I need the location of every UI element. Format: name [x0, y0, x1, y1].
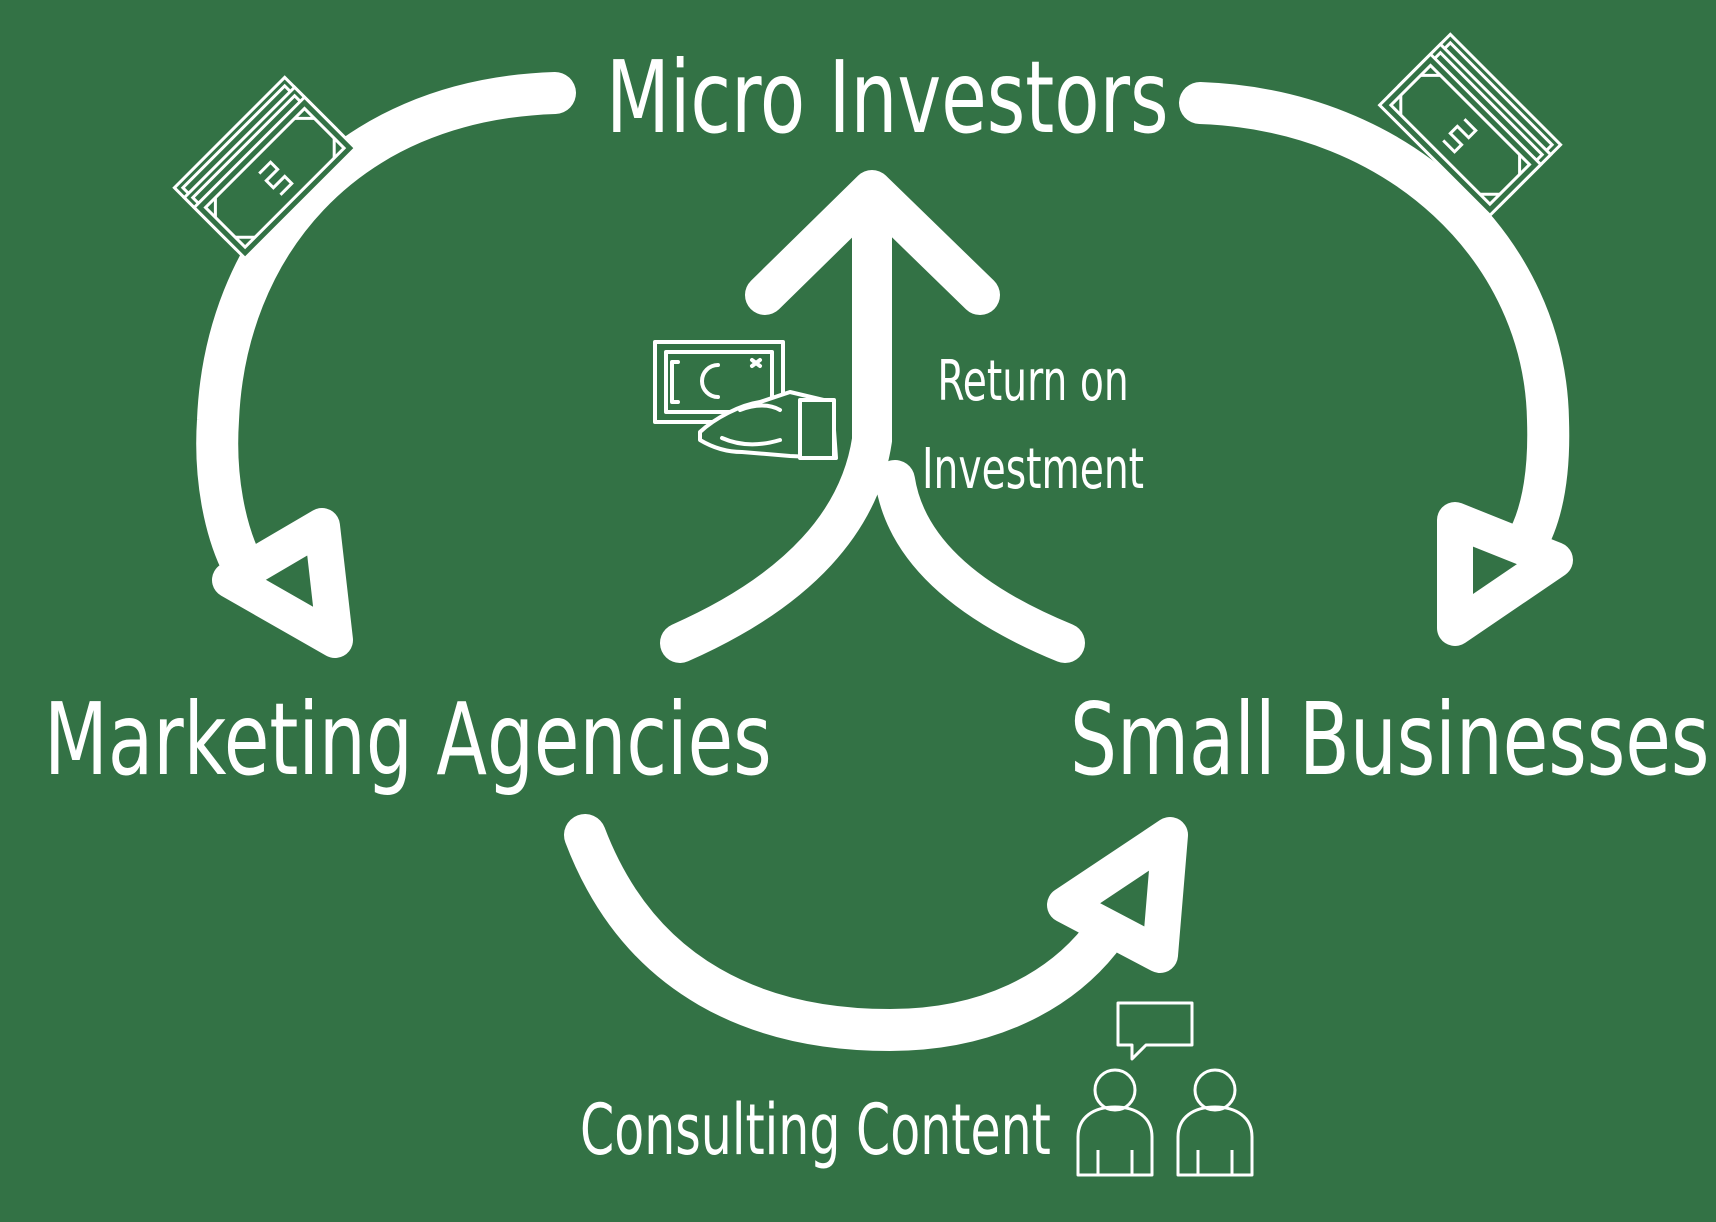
roi-line-1: Return on: [937, 349, 1129, 414]
arrow-investors-to-agencies: [196, 72, 576, 581]
arrow-investors-to-businesses: [1179, 82, 1570, 566]
arrowhead-agencies-to-businesses: [1047, 817, 1188, 973]
return-merge-left-branch: [660, 180, 892, 663]
money-stack-icon-left: [172, 75, 358, 261]
flow-label-return-on-investment: Return on Investment: [922, 338, 1144, 514]
consulting-people-icon: [1076, 1001, 1254, 1177]
node-small-businesses: Small Businesses: [1070, 681, 1710, 798]
flow-label-consulting-content: Consulting Content: [580, 1089, 1051, 1171]
arrowhead-investors-to-businesses: [1437, 502, 1573, 646]
node-marketing-agencies: Marketing Agencies: [44, 681, 772, 798]
arrowhead-investors-to-agencies: [212, 508, 353, 658]
arrow-agencies-to-businesses: [564, 814, 1121, 1052]
return-merge-right-branch: [875, 460, 1085, 663]
cash-in-hand-icon: [653, 340, 838, 460]
node-micro-investors: Micro Investors: [606, 39, 1169, 156]
roi-line-2: Investment: [922, 437, 1145, 502]
return-arrowhead: [745, 170, 1000, 315]
money-stack-icon-right: [1377, 32, 1563, 218]
